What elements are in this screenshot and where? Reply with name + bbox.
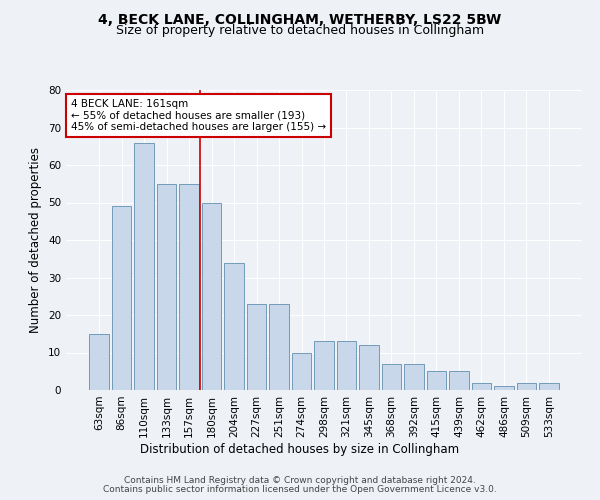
Bar (179, 184, 199, 390)
Bar (517, 382, 536, 390)
Bar (314, 341, 334, 390)
Bar (382, 364, 401, 390)
Bar (292, 352, 311, 390)
Text: Distribution of detached houses by size in Collingham: Distribution of detached houses by size … (140, 442, 460, 456)
Text: Contains HM Land Registry data © Crown copyright and database right 2024.: Contains HM Land Registry data © Crown c… (124, 476, 476, 485)
Bar (89, 334, 109, 390)
Bar (269, 304, 289, 390)
Bar (157, 184, 176, 390)
Bar (539, 382, 559, 390)
Bar (427, 371, 446, 390)
Bar (337, 341, 356, 390)
Bar (449, 371, 469, 390)
Text: Size of property relative to detached houses in Collingham: Size of property relative to detached ho… (116, 24, 484, 37)
Bar (247, 304, 266, 390)
Bar (202, 202, 221, 390)
Text: 4, BECK LANE, COLLINGHAM, WETHERBY, LS22 5BW: 4, BECK LANE, COLLINGHAM, WETHERBY, LS22… (98, 12, 502, 26)
Y-axis label: Number of detached properties: Number of detached properties (29, 147, 43, 333)
Bar (359, 345, 379, 390)
Bar (134, 142, 154, 390)
Bar (224, 262, 244, 390)
Bar (472, 382, 491, 390)
Bar (404, 364, 424, 390)
Bar (494, 386, 514, 390)
Text: Contains public sector information licensed under the Open Government Licence v3: Contains public sector information licen… (103, 485, 497, 494)
Bar (112, 206, 131, 390)
Text: 4 BECK LANE: 161sqm
← 55% of detached houses are smaller (193)
45% of semi-detac: 4 BECK LANE: 161sqm ← 55% of detached ho… (71, 99, 326, 132)
